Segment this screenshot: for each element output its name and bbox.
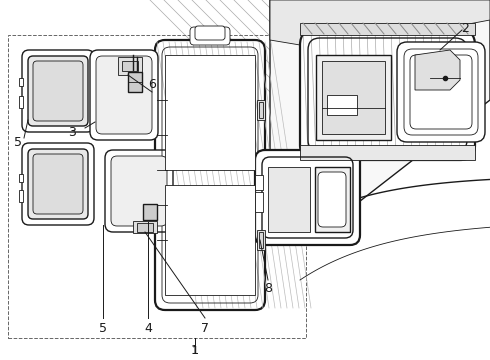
FancyBboxPatch shape <box>28 149 88 219</box>
FancyBboxPatch shape <box>404 49 478 135</box>
Text: 5: 5 <box>99 321 107 334</box>
Bar <box>118 57 142 75</box>
Bar <box>300 23 475 35</box>
FancyBboxPatch shape <box>22 50 94 132</box>
Text: 8: 8 <box>264 282 272 294</box>
Text: 4: 4 <box>144 321 152 334</box>
Bar <box>122 61 138 71</box>
Bar <box>268 167 310 232</box>
FancyBboxPatch shape <box>155 40 265 310</box>
Bar <box>137 223 153 232</box>
Bar <box>257 230 265 250</box>
Bar <box>19 78 23 86</box>
FancyBboxPatch shape <box>22 143 94 225</box>
Bar <box>327 95 357 115</box>
Bar <box>257 100 265 120</box>
FancyBboxPatch shape <box>96 56 152 134</box>
FancyBboxPatch shape <box>190 27 230 45</box>
FancyBboxPatch shape <box>33 154 83 214</box>
Bar <box>128 72 142 92</box>
Text: 1: 1 <box>191 343 199 356</box>
Text: 3: 3 <box>68 126 76 139</box>
Bar <box>259 232 263 248</box>
FancyBboxPatch shape <box>111 156 167 226</box>
FancyBboxPatch shape <box>195 26 225 40</box>
Bar <box>322 61 385 134</box>
Bar <box>8 35 306 338</box>
Polygon shape <box>270 0 490 50</box>
FancyBboxPatch shape <box>105 150 173 232</box>
Text: 6: 6 <box>148 78 156 91</box>
Bar <box>316 55 391 140</box>
FancyBboxPatch shape <box>28 56 88 126</box>
Bar <box>19 96 23 108</box>
FancyBboxPatch shape <box>318 172 346 227</box>
Text: 2: 2 <box>461 22 469 35</box>
FancyBboxPatch shape <box>300 30 475 160</box>
Bar <box>315 167 350 232</box>
FancyBboxPatch shape <box>255 150 360 245</box>
Polygon shape <box>415 50 460 90</box>
FancyBboxPatch shape <box>410 55 472 129</box>
Text: 1: 1 <box>192 346 198 356</box>
Bar <box>165 185 255 295</box>
FancyBboxPatch shape <box>33 61 83 121</box>
Bar <box>133 221 157 233</box>
Bar <box>19 190 23 202</box>
Bar <box>143 204 157 220</box>
FancyBboxPatch shape <box>397 42 485 142</box>
FancyBboxPatch shape <box>90 50 158 140</box>
Bar <box>255 175 263 190</box>
Bar <box>165 55 255 170</box>
Bar <box>19 174 23 182</box>
Text: 5: 5 <box>14 135 22 148</box>
Text: 7: 7 <box>201 321 209 334</box>
Bar <box>259 102 263 118</box>
Bar <box>300 145 475 160</box>
Polygon shape <box>270 0 490 240</box>
Bar <box>255 192 263 212</box>
